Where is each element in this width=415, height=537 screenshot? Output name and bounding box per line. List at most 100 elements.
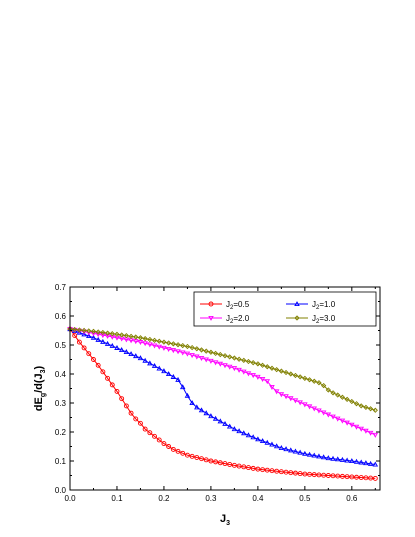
data-point: [72, 326, 78, 333]
data-point: [179, 350, 186, 356]
data-point: [330, 414, 336, 420]
data-point: [156, 365, 163, 371]
data-point: [226, 364, 233, 370]
data-point: [325, 455, 332, 461]
legend-box: [193, 291, 377, 327]
data-point: [119, 396, 125, 402]
data-point: [283, 446, 289, 452]
legend-label-sub: 2: [316, 305, 320, 311]
data-point: [184, 392, 191, 398]
data-point: [189, 400, 195, 406]
data-point: [292, 448, 299, 454]
data-point: [259, 362, 266, 368]
data-point: [236, 463, 242, 469]
data-point: [372, 475, 378, 481]
data-point: [325, 412, 332, 418]
data-point: [118, 347, 125, 352]
data-point: [114, 388, 120, 394]
data-point: [86, 328, 92, 334]
data-point: [203, 348, 209, 354]
data-point: [175, 376, 181, 382]
data-point: [175, 342, 181, 348]
data-point: [170, 348, 177, 354]
data-point: [147, 430, 153, 436]
y-tick-label: 0.2: [55, 428, 67, 437]
data-point: [100, 369, 106, 375]
data-point: [358, 459, 364, 465]
data-point: [128, 333, 134, 339]
series-line: [69, 328, 376, 411]
data-point: [306, 451, 313, 457]
legend-label-sub: 2: [230, 305, 234, 311]
data-point: [81, 345, 87, 351]
x-tick-label: 0.0: [64, 494, 76, 503]
data-point: [269, 365, 275, 371]
legend-label-sub: 2: [316, 319, 320, 325]
legend-label: J2=1.0: [312, 300, 336, 311]
data-point: [194, 404, 200, 410]
legend-label: J2=2.0: [226, 314, 250, 325]
data-point: [316, 453, 322, 459]
data-point: [283, 394, 289, 400]
data-point: [236, 367, 242, 373]
data-point: [353, 401, 360, 407]
data-point: [175, 349, 181, 355]
data-point: [372, 407, 378, 413]
data-point: [137, 340, 144, 346]
data-point: [339, 394, 346, 400]
series-line: [69, 328, 376, 436]
data-point: [212, 415, 219, 421]
data-point: [170, 341, 176, 347]
data-point: [147, 360, 153, 366]
data-point: [208, 349, 214, 355]
ticks-layer: 0.0 0.1 0.2 0.3 0.4 0.5 0.6 0.0 0.1 0.2 0.3 0.4 0.5 0…: [55, 283, 380, 503]
data-point: [330, 390, 336, 396]
data-point: [339, 473, 345, 479]
data-point: [147, 336, 153, 343]
data-point: [241, 464, 247, 470]
data-point: [180, 342, 186, 349]
data-point: [213, 459, 219, 465]
data-point: [90, 328, 97, 335]
data-point: [137, 335, 144, 341]
data-point: [109, 342, 116, 348]
data-point: [95, 336, 101, 342]
data-point: [292, 398, 299, 404]
data-point: [344, 396, 350, 403]
legend-label-sub: 2: [230, 319, 234, 325]
y-axis-label: dEg/d(J3): [33, 365, 47, 411]
data-point: [123, 349, 130, 355]
data-point: [184, 343, 191, 350]
data-point: [250, 360, 256, 366]
data-point: [151, 362, 158, 368]
data-point: [344, 420, 350, 426]
data-point: [161, 345, 167, 351]
data-point: [231, 366, 238, 372]
data-point: [95, 329, 101, 335]
data-point: [217, 351, 223, 358]
data-point: [293, 470, 298, 476]
data-point: [203, 410, 209, 416]
data-point: [81, 327, 87, 334]
data-point: [95, 362, 101, 368]
legend-item: J2=1.0: [286, 300, 336, 311]
data-point: [278, 445, 285, 450]
x-tick-label: 0.3: [205, 494, 217, 503]
data-point: [245, 371, 252, 377]
data-point: [302, 450, 308, 456]
data-point: [104, 340, 111, 346]
legend-item: J2=3.0: [286, 314, 336, 325]
data-point: [245, 358, 252, 365]
data-point: [152, 433, 157, 439]
data-point: [142, 341, 148, 347]
data-point: [194, 455, 200, 460]
data-point: [273, 389, 280, 395]
data-point: [109, 331, 115, 337]
data-point: [170, 446, 176, 452]
data-point: [274, 468, 280, 474]
data-point: [227, 462, 233, 467]
data-point: [128, 410, 134, 416]
legend-label-rest: =0.5: [233, 300, 249, 309]
data-point: [368, 475, 374, 481]
